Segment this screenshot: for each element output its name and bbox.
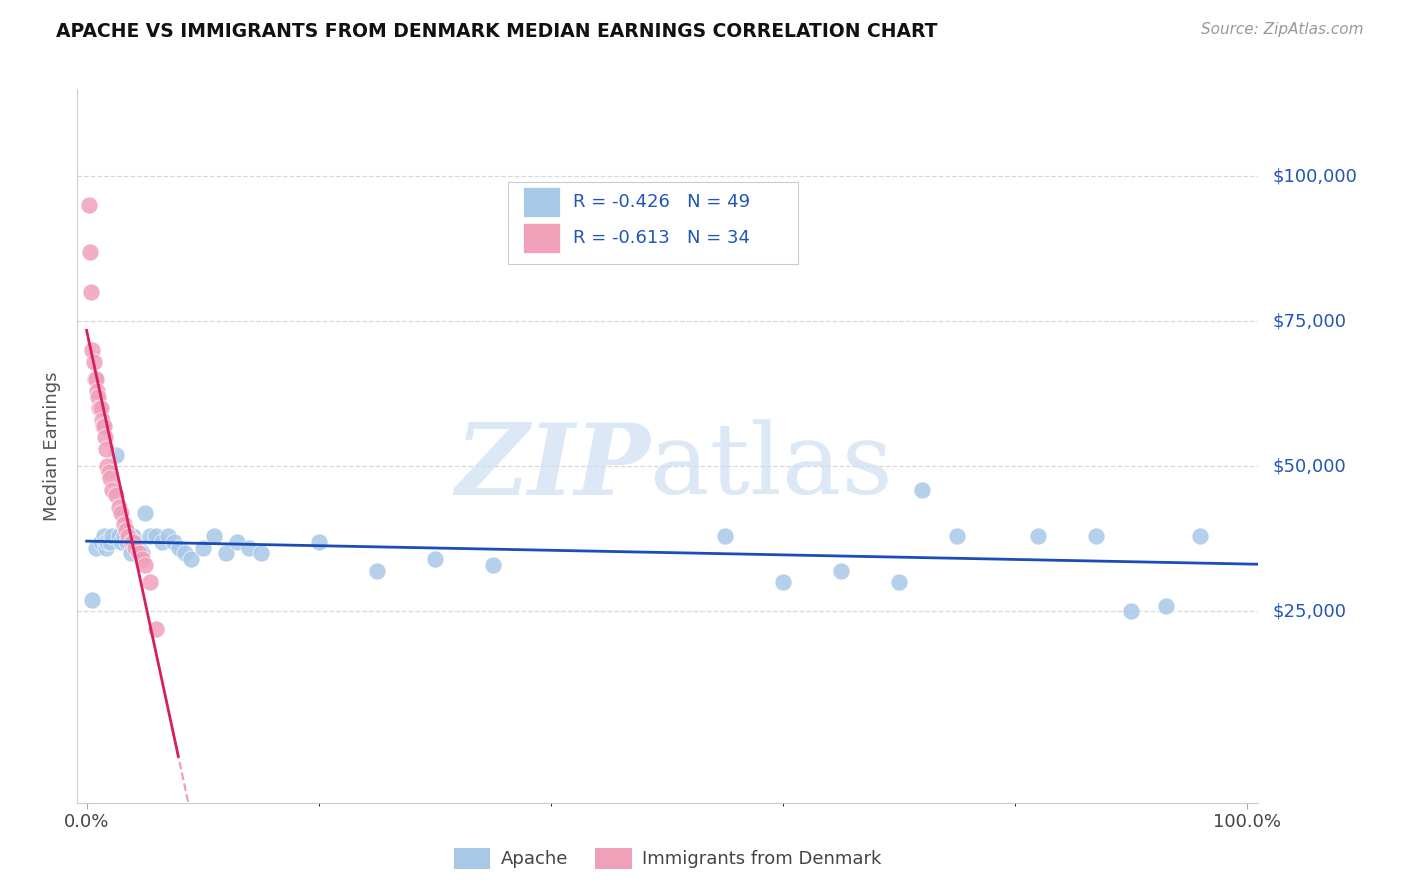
Point (110, 534, 132, 549)
Point (79, 244, 101, 259)
Point (713, 529, 735, 543)
Point (1154, 599, 1177, 613)
Text: Source: ZipAtlas.com: Source: ZipAtlas.com (1201, 22, 1364, 37)
Point (150, 534, 173, 549)
Point (89, 401, 111, 416)
Point (101, 483, 124, 497)
Point (108, 500, 131, 514)
Point (96, 442, 118, 456)
Point (139, 575, 162, 590)
Point (96, 459, 118, 474)
Point (77, 198, 100, 212)
Text: $75,000: $75,000 (1272, 312, 1347, 330)
Point (115, 534, 138, 549)
FancyBboxPatch shape (509, 182, 797, 264)
Point (98, 534, 121, 549)
Point (887, 575, 910, 590)
Point (249, 546, 271, 560)
Point (131, 546, 153, 560)
Point (124, 541, 146, 555)
Point (104, 448, 127, 462)
Point (911, 483, 934, 497)
Point (97, 465, 120, 479)
Point (131, 552, 153, 566)
Point (96, 541, 118, 555)
Point (115, 523, 138, 537)
Point (90, 534, 112, 549)
Point (82, 592, 104, 607)
Point (94, 534, 117, 549)
Point (1119, 604, 1142, 618)
Point (145, 529, 167, 543)
Point (481, 558, 503, 572)
Point (108, 529, 131, 543)
Point (226, 534, 249, 549)
Point (94, 430, 117, 444)
Point (110, 506, 132, 520)
Text: $50,000: $50,000 (1272, 458, 1346, 475)
Point (134, 506, 156, 520)
Point (772, 575, 794, 590)
Point (84, 372, 107, 386)
Point (117, 529, 139, 543)
Bar (523, 187, 561, 217)
Point (945, 529, 967, 543)
Point (830, 564, 852, 578)
Point (128, 546, 150, 560)
Point (202, 529, 225, 543)
Bar (523, 223, 561, 252)
Point (120, 546, 142, 560)
Text: atlas: atlas (650, 419, 893, 516)
Point (91, 418, 114, 433)
Point (145, 622, 167, 636)
Y-axis label: Median Earnings: Median Earnings (44, 371, 62, 521)
Point (122, 529, 145, 543)
Point (366, 564, 388, 578)
Point (93, 418, 115, 433)
Point (98, 471, 121, 485)
Point (1084, 529, 1107, 543)
Point (101, 529, 124, 543)
Point (90, 413, 112, 427)
Point (122, 534, 145, 549)
Point (1189, 529, 1212, 543)
Text: $100,000: $100,000 (1272, 167, 1357, 186)
Text: $25,000: $25,000 (1272, 602, 1347, 620)
Point (104, 488, 127, 502)
Point (162, 534, 184, 549)
Point (128, 541, 150, 555)
Point (215, 546, 238, 560)
Point (96, 534, 118, 549)
Point (156, 529, 179, 543)
Point (80, 285, 103, 300)
Point (169, 541, 191, 555)
Point (84, 541, 107, 555)
Point (174, 546, 197, 560)
Point (124, 534, 146, 549)
Point (134, 558, 156, 572)
Point (112, 529, 135, 543)
Point (120, 534, 142, 549)
Point (191, 541, 214, 555)
Point (83, 372, 105, 386)
Point (180, 552, 202, 566)
Point (139, 529, 162, 543)
Point (87, 390, 110, 404)
Point (308, 534, 330, 549)
Point (112, 517, 135, 532)
Text: APACHE VS IMMIGRANTS FROM DENMARK MEDIAN EARNINGS CORRELATION CHART: APACHE VS IMMIGRANTS FROM DENMARK MEDIAN… (56, 22, 938, 41)
Point (82, 343, 104, 358)
Point (423, 552, 446, 566)
Text: R = -0.613   N = 34: R = -0.613 N = 34 (574, 228, 751, 246)
Text: ZIP: ZIP (456, 419, 650, 516)
Point (83, 355, 105, 369)
Point (93, 529, 115, 543)
Text: R = -0.426   N = 49: R = -0.426 N = 49 (574, 193, 751, 211)
Point (238, 541, 260, 555)
Point (86, 384, 108, 398)
Legend: Apache, Immigrants from Denmark: Apache, Immigrants from Denmark (447, 840, 889, 876)
Point (1026, 529, 1049, 543)
Point (90, 401, 112, 416)
